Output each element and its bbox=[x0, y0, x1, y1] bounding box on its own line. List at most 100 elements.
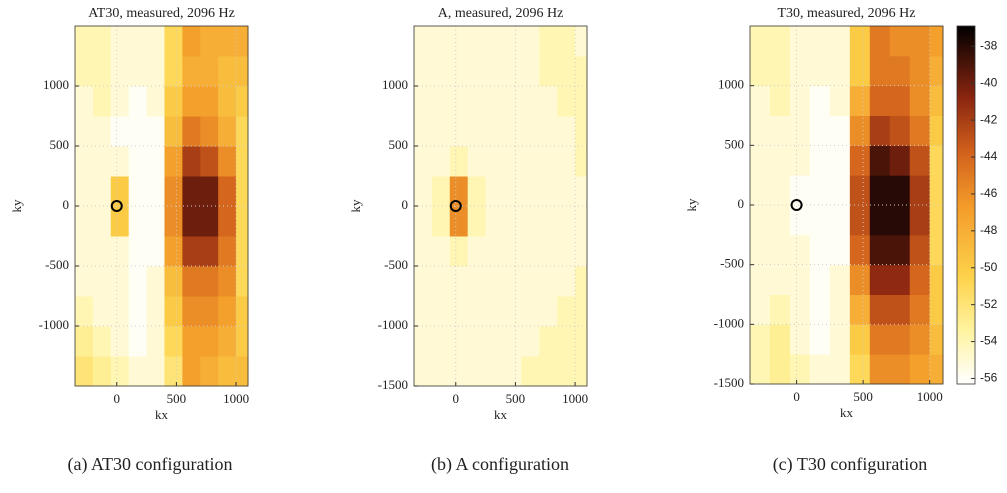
heat-cell bbox=[110, 296, 130, 327]
heat-cell bbox=[750, 115, 771, 146]
heat-cell bbox=[809, 205, 831, 236]
heat-cell bbox=[889, 354, 911, 385]
heat-cell bbox=[849, 145, 871, 176]
heat-cell bbox=[236, 236, 249, 267]
source-marker bbox=[449, 200, 462, 212]
heat-cell bbox=[809, 26, 831, 57]
heat-cell bbox=[200, 236, 219, 267]
heat-cell bbox=[182, 86, 201, 117]
heat-cell bbox=[849, 324, 871, 355]
heat-cell bbox=[182, 236, 201, 267]
heat-cell bbox=[889, 26, 911, 57]
heat-cell bbox=[467, 26, 487, 57]
heat-cell bbox=[557, 86, 576, 117]
heat-cell bbox=[789, 205, 811, 236]
heat-cell bbox=[889, 115, 911, 146]
heat-cell bbox=[557, 176, 576, 207]
heat-cell bbox=[849, 26, 871, 57]
y-tick-label: 0 bbox=[402, 197, 409, 212]
heat-cell bbox=[769, 115, 791, 146]
heat-cell bbox=[750, 294, 771, 325]
heat-cell bbox=[182, 176, 201, 207]
heat-cell bbox=[128, 86, 148, 117]
y-tick-label: 1000 bbox=[43, 77, 69, 92]
heat-cell bbox=[809, 175, 831, 206]
heat-cell bbox=[146, 26, 165, 57]
heat-cell bbox=[889, 205, 911, 236]
colorbar-tick-label: -54 bbox=[980, 334, 998, 348]
panel-title: T30, measured, 2096 Hz bbox=[777, 6, 915, 21]
heat-cell bbox=[849, 175, 871, 206]
heat-cell bbox=[75, 176, 94, 207]
heat-cell bbox=[414, 296, 433, 327]
heat-cell bbox=[521, 176, 540, 207]
heat-cell bbox=[92, 146, 112, 177]
heat-cell bbox=[218, 26, 237, 57]
heat-cell bbox=[769, 85, 791, 116]
heat-cell bbox=[769, 175, 791, 206]
heat-cell bbox=[75, 86, 94, 117]
heat-cell bbox=[200, 56, 219, 87]
heat-cell bbox=[110, 206, 130, 237]
heat-cell bbox=[75, 326, 94, 357]
heat-cell bbox=[146, 296, 165, 327]
heat-cell bbox=[789, 294, 811, 325]
heat-cell bbox=[431, 356, 451, 387]
heat-cell bbox=[218, 86, 237, 117]
heat-cell bbox=[128, 146, 148, 177]
heat-cell bbox=[164, 206, 183, 237]
heat-cell bbox=[557, 56, 576, 87]
heat-cell bbox=[485, 206, 504, 237]
heat-cell bbox=[869, 234, 891, 266]
heat-cell bbox=[146, 146, 165, 177]
heat-cell bbox=[909, 145, 931, 176]
heat-cell bbox=[218, 116, 237, 147]
heat-cell bbox=[431, 26, 451, 57]
y-tick-label: -1000 bbox=[714, 315, 744, 330]
heat-cell bbox=[829, 175, 851, 206]
heat-cell bbox=[557, 266, 576, 297]
heat-cell bbox=[182, 266, 201, 297]
heat-cell bbox=[521, 356, 540, 387]
caption: (a) AT30 configuration bbox=[68, 454, 233, 475]
heat-cell bbox=[200, 356, 219, 387]
y-tick-label: 500 bbox=[50, 137, 70, 152]
heat-cell bbox=[449, 326, 469, 357]
heat-cell bbox=[769, 354, 791, 385]
heat-cell bbox=[769, 294, 791, 325]
heat-cell bbox=[575, 116, 588, 147]
heat-cell bbox=[182, 116, 201, 147]
y-axis-label: ky bbox=[9, 199, 24, 213]
source-marker bbox=[110, 200, 123, 212]
heat-cell bbox=[789, 264, 811, 295]
heat-cell bbox=[809, 354, 831, 385]
heat-cell bbox=[110, 116, 130, 147]
heat-cell bbox=[503, 176, 522, 207]
heat-cell bbox=[414, 56, 433, 87]
heat-cell bbox=[789, 55, 811, 87]
heat-cell bbox=[128, 176, 148, 207]
heat-cell bbox=[869, 55, 891, 87]
heat-cell bbox=[575, 146, 588, 177]
heat-cell bbox=[909, 26, 931, 57]
heat-cell bbox=[849, 294, 871, 325]
heat-cell bbox=[929, 55, 944, 87]
y-tick-label: -500 bbox=[45, 257, 69, 272]
y-tick-label: 0 bbox=[738, 196, 745, 211]
heat-cell bbox=[182, 146, 201, 177]
heat-cell bbox=[431, 56, 451, 87]
heat-cell bbox=[889, 234, 911, 266]
heat-cell bbox=[218, 206, 237, 237]
heat-cell bbox=[557, 116, 576, 147]
plot-frame bbox=[413, 25, 588, 387]
heat-cell bbox=[485, 236, 504, 267]
heat-cell bbox=[521, 296, 540, 327]
panel-title: A, measured, 2096 Hz bbox=[438, 6, 564, 21]
heat-cell bbox=[92, 356, 112, 387]
heat-cell bbox=[869, 205, 891, 236]
heat-cell bbox=[431, 86, 451, 117]
heat-cell bbox=[829, 26, 851, 57]
heat-cell bbox=[236, 356, 249, 387]
heat-cell bbox=[485, 266, 504, 297]
